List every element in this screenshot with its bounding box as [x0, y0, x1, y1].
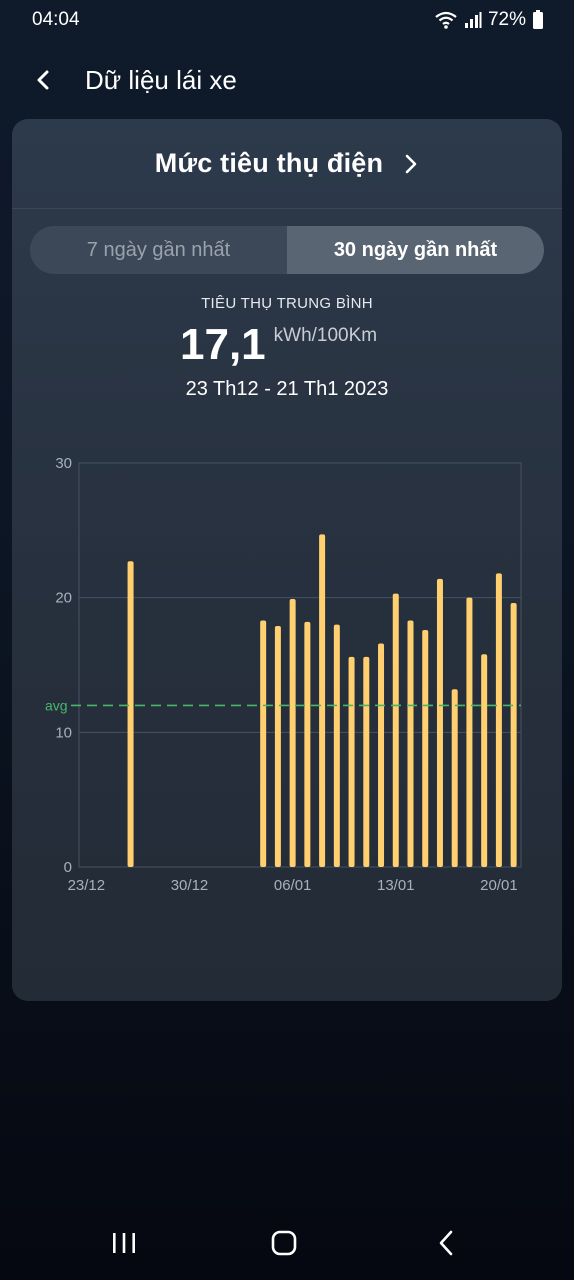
status-time: 04:04 — [32, 9, 80, 30]
header: Dữ liệu lái xe — [0, 55, 574, 105]
consumption-card: Mức tiêu thụ điện 7 ngày gần nhất 30 ngà… — [12, 119, 562, 1001]
bar — [466, 597, 473, 867]
average-value-group: 17,1 kWh/100Km — [180, 319, 377, 371]
bar — [436, 578, 443, 867]
y-tick-label: 0 — [64, 859, 72, 876]
system-nav-bar — [0, 1208, 574, 1280]
recent-apps-icon — [113, 1233, 135, 1253]
signal-icon — [464, 12, 482, 28]
bar — [274, 625, 281, 867]
average-label: TIÊU THỤ TRUNG BÌNH — [201, 295, 373, 312]
bar — [392, 593, 399, 867]
bar — [451, 689, 458, 867]
chevron-right-icon — [405, 154, 417, 173]
consumption-bar-chart: 0 10 20 30 avg 23/12 30/12 06/01 13/01 20/01 — [45, 455, 522, 894]
x-tick-label: 06/01 — [274, 877, 312, 894]
wifi-icon — [435, 11, 457, 29]
bar — [495, 573, 502, 867]
average-unit: kWh/100Km — [273, 325, 378, 346]
bar — [363, 656, 370, 867]
nav-back-button[interactable] — [426, 1226, 466, 1260]
bar — [407, 620, 414, 867]
y-tick-label: 30 — [55, 455, 72, 472]
date-range: 23 Th12 - 21 Th1 2023 — [185, 378, 389, 400]
recent-apps-button[interactable] — [104, 1226, 144, 1260]
avg-label: avg — [45, 697, 68, 713]
x-tick-label: 20/01 — [480, 877, 518, 894]
bar — [333, 624, 340, 867]
x-tick-label: 13/01 — [377, 877, 415, 894]
bar — [289, 599, 296, 867]
average-value: 17,1 — [180, 320, 266, 369]
status-icons: 72% — [434, 9, 544, 31]
home-icon — [271, 1230, 297, 1256]
bar — [319, 534, 326, 867]
status-bar: 04:04 72% — [0, 0, 574, 40]
bar — [260, 620, 267, 867]
bar — [378, 643, 385, 867]
back-icon — [439, 1230, 453, 1256]
tab-7-days[interactable]: 7 ngày gần nhất — [86, 238, 231, 261]
tab-30-days[interactable]: 30 ngày gần nhất — [287, 226, 544, 274]
back-button[interactable] — [26, 63, 60, 97]
home-button[interactable] — [264, 1226, 304, 1260]
y-tick-label: 20 — [55, 590, 72, 607]
bar — [422, 629, 429, 867]
card-title: Mức tiêu thụ điện — [154, 148, 384, 178]
x-tick-label: 30/12 — [171, 877, 209, 894]
x-tick-label: 23/12 — [68, 877, 106, 894]
bar — [481, 654, 488, 867]
page-title: Dữ liệu lái xe — [85, 65, 237, 95]
bar — [510, 603, 517, 867]
chevron-left-icon — [37, 70, 49, 90]
bar — [127, 561, 134, 867]
bar — [304, 621, 311, 867]
bar — [348, 656, 355, 867]
card-header-button[interactable]: Mức tiêu thụ điện — [12, 119, 562, 209]
period-tabs: 7 ngày gần nhất 30 ngày gần nhất — [30, 226, 544, 274]
battery-percent: 72% — [487, 9, 526, 30]
y-tick-label: 10 — [55, 724, 72, 741]
battery-icon — [533, 10, 543, 29]
